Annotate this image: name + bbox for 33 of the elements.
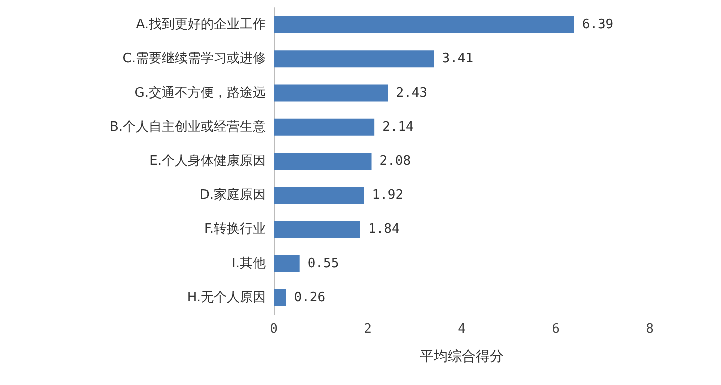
bar — [274, 50, 434, 68]
data-label: 2.14 — [382, 120, 414, 135]
data-label: 6.39 — [582, 18, 614, 33]
bar — [274, 16, 574, 34]
y-tick-label: G.交通不方便，路途远 — [134, 84, 266, 101]
x-tick-label: 4 — [458, 322, 466, 337]
y-tick-label: H.无个人原因 — [187, 290, 266, 306]
y-tick-label: B.个人自主创业或经营生意 — [110, 118, 266, 135]
data-label: 2.08 — [380, 154, 412, 169]
y-tick-label: D.家庭原因 — [200, 187, 266, 204]
data-label: 0.26 — [294, 290, 326, 306]
data-label: 1.84 — [368, 222, 400, 238]
bar — [274, 221, 360, 238]
y-tick-label: I.其他 — [232, 256, 266, 272]
bar — [274, 153, 372, 170]
x-tick-label: 2 — [364, 322, 372, 337]
bar — [274, 289, 286, 306]
y-tick-label: C.需要继续需学习或进修 — [122, 52, 266, 67]
data-label: 0.55 — [308, 256, 340, 272]
y-tick-label: A.找到更好的企业工作 — [136, 18, 266, 33]
x-tick-label: 8 — [646, 322, 654, 337]
bar — [274, 187, 364, 204]
x-tick-label: 6 — [552, 322, 560, 337]
data-label: 2.43 — [396, 86, 428, 101]
bar — [274, 84, 388, 102]
bar — [274, 118, 375, 136]
y-tick-label: F.转换行业 — [204, 222, 266, 238]
data-label: 1.92 — [372, 188, 404, 204]
x-tick-label: 0 — [270, 322, 278, 337]
x-axis-title: 平均综合得分 — [420, 349, 504, 365]
y-tick-label: E.个人身体健康原因 — [150, 154, 266, 169]
data-label: 3.41 — [442, 52, 474, 67]
bar — [274, 255, 300, 272]
